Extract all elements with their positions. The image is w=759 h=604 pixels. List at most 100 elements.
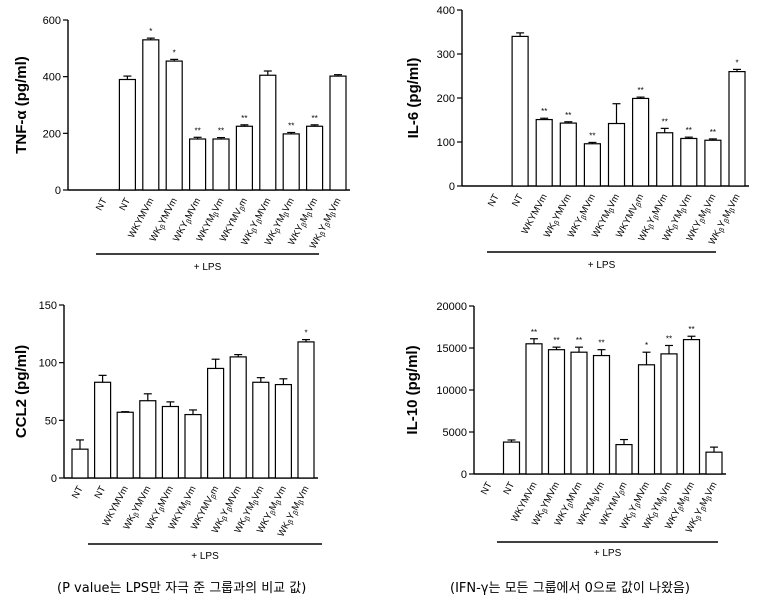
bar <box>259 74 277 191</box>
bar <box>637 364 656 475</box>
significance-marker: ** <box>688 325 694 334</box>
category-label: NT <box>93 484 109 501</box>
significance-marker: ** <box>218 127 224 136</box>
significance-marker: ** <box>710 128 716 137</box>
significance-marker: ** <box>576 336 582 345</box>
bar <box>229 356 247 479</box>
significance-marker: ** <box>241 114 247 123</box>
y-tick-label: 10000 <box>436 385 467 397</box>
bar <box>525 343 543 475</box>
y-tick-label: 5000 <box>443 427 467 439</box>
y-tick-label: 0 <box>55 185 61 197</box>
category-label: NT <box>501 480 517 497</box>
bar <box>116 411 134 479</box>
y-tick-label: 100 <box>437 137 455 149</box>
y-tick-label: 0 <box>461 469 467 481</box>
category-label: WKβYβMβVm <box>308 196 345 251</box>
bar <box>607 122 626 187</box>
bar <box>93 381 112 479</box>
y-tick-label: 400 <box>437 5 455 17</box>
caption-left: (P value는 LPS만 자극 준 그룹과의 비교 값) <box>57 581 307 596</box>
bar <box>297 341 315 479</box>
significance-marker: ** <box>589 131 595 140</box>
bar <box>165 60 183 191</box>
y-tick-label: 200 <box>437 93 455 105</box>
category-label: NT <box>510 192 526 209</box>
y-tick-label: 0 <box>51 473 57 485</box>
significance-marker: ** <box>666 334 672 343</box>
y-tick-label: 0 <box>449 181 455 193</box>
bar <box>142 39 160 191</box>
bar <box>252 381 270 479</box>
y-axis-label: IL-10 (pg/ml) <box>404 345 421 434</box>
category-label: NT <box>486 192 502 209</box>
significance-marker: ** <box>662 117 668 126</box>
significance-marker: ** <box>194 126 200 135</box>
bar <box>680 137 698 187</box>
y-tick-label: 600 <box>43 15 61 27</box>
bar <box>592 354 611 475</box>
significance-marker: ** <box>541 107 547 116</box>
y-axis-label: TNF-α (pg/ml) <box>13 56 30 154</box>
significance-marker: * <box>149 27 152 36</box>
group-label: + LPS <box>194 262 222 273</box>
significance-marker: ** <box>565 111 571 120</box>
bar <box>570 351 588 475</box>
significance-marker: ** <box>686 126 692 135</box>
y-tick-label: 300 <box>437 49 455 61</box>
y-tick-label: 400 <box>43 72 61 84</box>
significance-marker: ** <box>288 121 294 130</box>
group-label: + LPS <box>191 551 219 562</box>
bar <box>161 405 179 479</box>
bar <box>559 122 577 187</box>
significance-marker: * <box>304 329 307 338</box>
category-label: NT <box>70 484 86 501</box>
significance-marker: ** <box>311 114 317 123</box>
bar <box>118 78 137 191</box>
bar <box>235 125 253 191</box>
bar <box>535 118 553 187</box>
bar <box>704 139 722 187</box>
bar <box>71 448 89 479</box>
category-label: WKβYβMβVm <box>707 192 744 247</box>
bar <box>728 70 746 187</box>
category-label: NT <box>117 196 133 213</box>
significance-marker: ** <box>637 86 643 95</box>
bar <box>184 413 202 479</box>
bar <box>212 138 230 191</box>
y-tick-label: 20000 <box>436 301 467 313</box>
significance-marker: * <box>173 48 176 57</box>
bar <box>547 349 566 475</box>
y-tick-label: 50 <box>45 415 57 427</box>
bar <box>631 97 650 187</box>
significance-marker: * <box>735 58 738 67</box>
bar <box>189 138 207 191</box>
bar <box>329 75 347 191</box>
y-axis-label: CCL2 (pg/ml) <box>13 345 30 438</box>
y-tick-label: 100 <box>39 358 57 370</box>
category-label: NT <box>479 480 495 497</box>
bar <box>502 441 521 475</box>
bar <box>139 400 157 479</box>
y-tick-label: 150 <box>39 300 57 312</box>
group-label: + LPS <box>588 260 616 271</box>
bar <box>306 125 324 191</box>
bar <box>660 353 678 475</box>
significance-marker: ** <box>531 328 537 337</box>
bar <box>274 383 292 479</box>
bar <box>207 367 225 479</box>
significance-marker: ** <box>553 336 559 345</box>
group-label: + LPS <box>594 548 622 559</box>
y-axis-label: IL-6 (pg/ml) <box>405 58 422 139</box>
bar <box>682 339 701 475</box>
bar <box>282 133 300 191</box>
bar <box>583 143 602 187</box>
caption-right: (IFN-γ는 모든 그룹에서 0으로 값이 나왔음) <box>450 581 690 596</box>
significance-marker: * <box>645 341 648 350</box>
bar <box>615 444 633 475</box>
